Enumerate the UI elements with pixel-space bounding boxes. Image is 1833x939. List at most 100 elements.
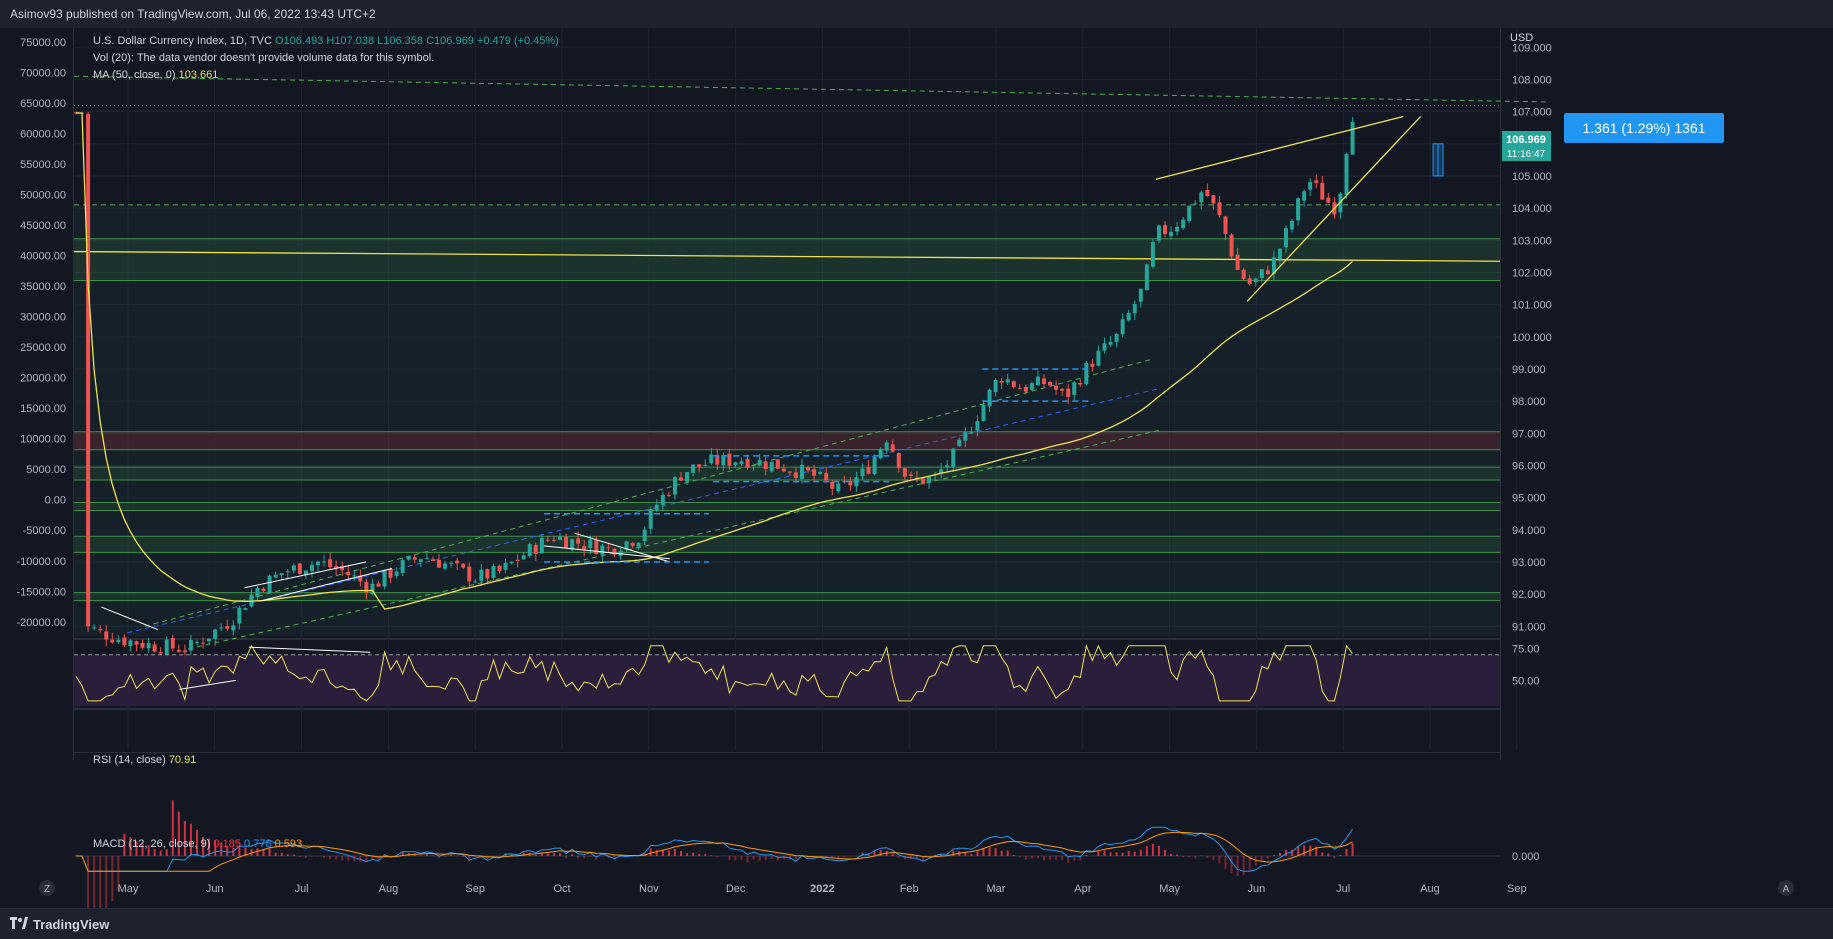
macd-hist-bar (305, 856, 307, 858)
candle-body (383, 570, 387, 587)
macd-hist-bar (686, 853, 688, 856)
left-tick-label: 0.00 (45, 495, 66, 507)
candle-body (407, 556, 411, 560)
candle-body (437, 560, 441, 568)
published-text: Asimov93 published on TradingView.com, J… (10, 7, 376, 21)
candle-body (588, 540, 592, 548)
x-tick-label: Dec (726, 883, 746, 895)
macd-hist-bar (710, 855, 712, 856)
macd-hist-bar (420, 855, 422, 856)
candle-body (189, 640, 193, 650)
candle-body (479, 570, 483, 581)
left-tick-label: 75000.00 (20, 37, 66, 49)
candle-body (98, 629, 102, 630)
candle-body (1084, 363, 1088, 384)
chart-area[interactable]: 109.000108.000107.000106.000105.000104.0… (0, 28, 1833, 908)
left-tick-label: -20000.00 (16, 617, 66, 629)
macd-hist-bar (1134, 852, 1136, 856)
candle-body (806, 467, 810, 470)
macd-hist-bar (1333, 856, 1335, 858)
macd-hist-bar (1146, 846, 1148, 856)
candle-body (582, 546, 586, 549)
candle-body (643, 530, 647, 542)
candle-body (733, 462, 737, 465)
macd-hist-bar (111, 856, 113, 901)
candle-body (219, 628, 223, 629)
candle-body (1090, 364, 1094, 367)
candle-body (322, 562, 326, 563)
candle-body (867, 467, 871, 474)
x-tick-label: Feb (900, 883, 919, 895)
candle-body (413, 557, 417, 559)
macd-hist-bar (1176, 854, 1178, 856)
macd-hist-bar (970, 854, 972, 856)
candle-body (1230, 235, 1234, 257)
candle-body (377, 584, 381, 587)
right-tick-label: 95.000 (1512, 493, 1546, 505)
candle-body (1066, 389, 1070, 397)
macd-hist-bar (1007, 851, 1009, 856)
rsi-band (74, 655, 1500, 706)
macd-hist-bar (771, 856, 773, 859)
macd-hist-bar (1158, 846, 1160, 856)
candle-body (945, 465, 949, 467)
macd-hist-bar (154, 849, 156, 856)
macd-hist-bar (1049, 856, 1051, 860)
macd-hist-bar (1001, 851, 1003, 856)
candle-body (873, 457, 877, 474)
legend-open: O106.493 (275, 35, 323, 47)
macd-hist-bar (1164, 850, 1166, 856)
candle-body (1302, 191, 1306, 200)
candle-body (1296, 198, 1300, 220)
macd-hist-bar (952, 851, 954, 856)
vol-legend: Vol (20): The data vendor doesn't provid… (93, 52, 434, 64)
candle-body (1205, 190, 1209, 196)
candle-body (921, 479, 925, 484)
candle-body (909, 474, 913, 475)
candle-body (262, 589, 266, 591)
candle-body (1054, 386, 1058, 390)
left-tick-label: 10000.00 (20, 434, 66, 446)
macd-hist-bar (1267, 856, 1269, 859)
candle-body (969, 432, 973, 433)
x-tick-label: Oct (553, 883, 570, 895)
candle-body (467, 567, 471, 582)
rsi-pane (74, 646, 1500, 706)
candle-body (637, 543, 641, 547)
auto-scale-button[interactable]: A (1778, 880, 1794, 896)
zoom-button[interactable]: Z (39, 880, 55, 896)
left-tick-label: -10000.00 (16, 556, 66, 568)
macd-hist-bar (716, 856, 718, 857)
macd-hist-bar (1061, 856, 1063, 860)
candle-body (1024, 387, 1028, 392)
candle-body (679, 477, 683, 480)
candle-body (346, 572, 350, 575)
candle-body (425, 558, 429, 559)
macd-hist-bar (432, 855, 434, 856)
rsi-tick-label: 75.00 (1512, 643, 1540, 655)
candle-body (649, 509, 653, 529)
legend-low: L106.358 (377, 35, 423, 47)
macd-hist-bar (668, 850, 670, 856)
macd-hist-bar (692, 852, 694, 856)
macd-hist-bar (1212, 856, 1214, 860)
candle-body (504, 563, 508, 570)
candle-body (703, 465, 707, 466)
macd-hist-bar (535, 855, 537, 856)
macd-hist-bar (1116, 852, 1118, 856)
candle-body (540, 538, 544, 553)
candle-body (1115, 334, 1119, 342)
candle-body (685, 472, 689, 482)
left-axis-border (73, 28, 74, 760)
published-header: Asimov93 published on TradingView.com, J… (0, 0, 1833, 29)
right-tick-label: 92.000 (1512, 589, 1546, 601)
candle-body (231, 625, 235, 630)
candle-body (1187, 206, 1191, 222)
candle-body (963, 432, 967, 441)
macd-hist-bar (105, 856, 107, 908)
candle-body (951, 449, 955, 468)
candle-body (776, 459, 780, 468)
macd-hist-bar (1321, 852, 1323, 856)
macd-hist-bar (1031, 856, 1033, 859)
rsi-tick-label: 50.00 (1512, 675, 1540, 687)
